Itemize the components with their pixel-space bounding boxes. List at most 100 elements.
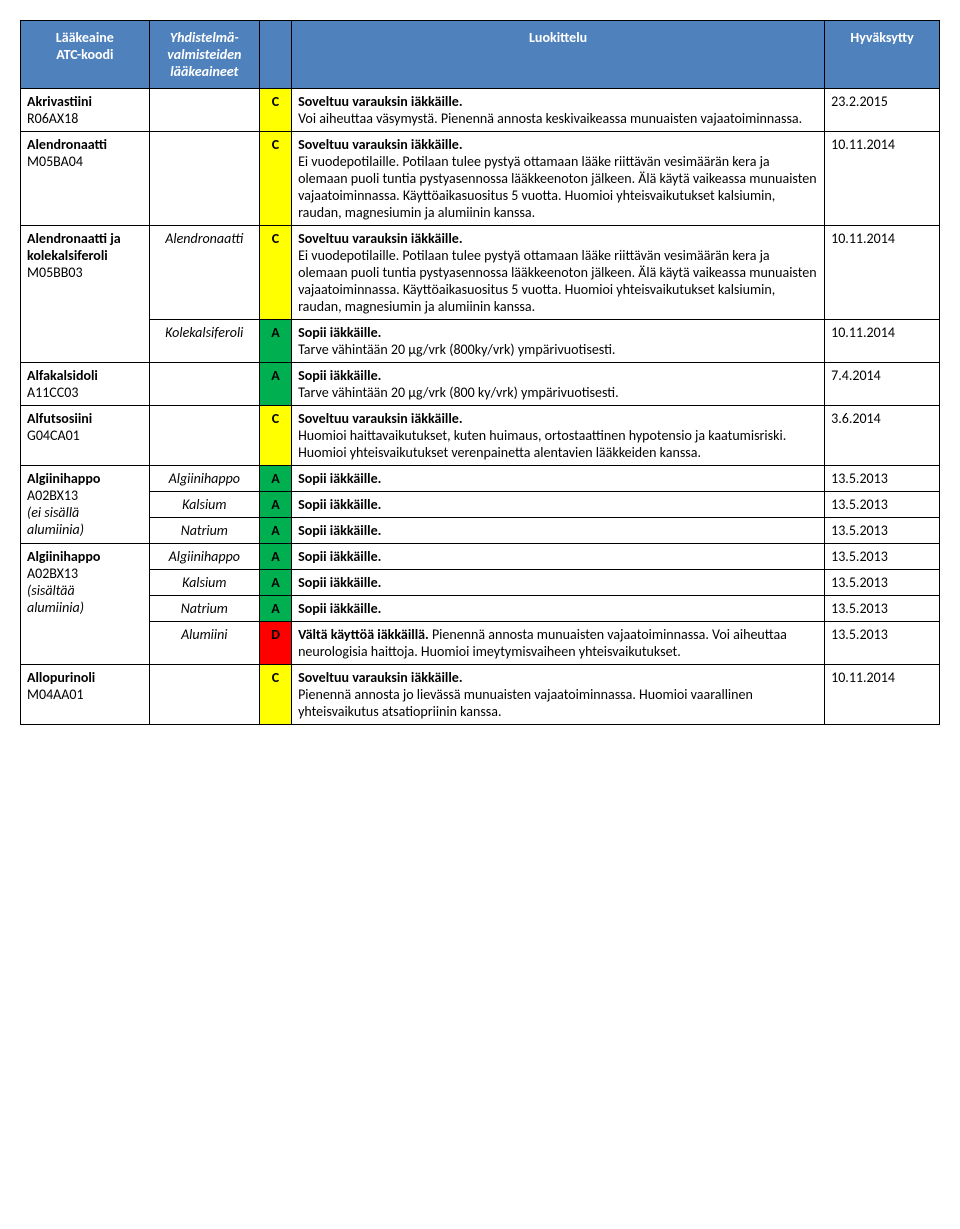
atc-code: A02BX13 [27, 487, 78, 504]
drug-name: Alfakalsidoli [27, 367, 98, 384]
classification-cell: Sopii iäkkäille. [292, 492, 825, 518]
drug-extra-l1: (sisältää [27, 582, 75, 599]
table-row: Allopurinoli M04AA01 C Soveltuu varauksi… [21, 665, 940, 725]
header-drug-l2: ATC-koodi [56, 46, 113, 63]
header-classification: Luokittelu [292, 21, 825, 89]
classification-title: Soveltuu varauksin iäkkäille. [298, 93, 463, 110]
table-row: Algiinihappo A02BX13 (sisältää alumiinia… [21, 544, 940, 570]
table-row: Natrium A Sopii iäkkäille. 13.5.2013 [21, 518, 940, 544]
date-cell: 10.11.2014 [825, 132, 940, 226]
drug-cell: Alendronaatti ja kolekalsiferoli M05BB03 [21, 226, 150, 363]
date-cell: 13.5.2013 [825, 492, 940, 518]
atc-code: M05BA04 [27, 153, 83, 170]
drug-cell: Alfakalsidoli A11CC03 [21, 363, 150, 406]
class-marker: A [259, 320, 291, 363]
combo-cell: Alumiini [149, 622, 259, 665]
table-row: Kolekalsiferoli A Sopii iäkkäille. Tarve… [21, 320, 940, 363]
classification-body: Tarve vähintään 20 µg/vrk (800 ky/vrk) y… [298, 384, 619, 401]
table-header-row: Lääkeaine ATC-koodi Yhdistelmä- valmiste… [21, 21, 940, 89]
date-cell: 13.5.2013 [825, 622, 940, 665]
table-row: Algiinihappo A02BX13 (ei sisällä alumiin… [21, 466, 940, 492]
date-cell: 13.5.2013 [825, 596, 940, 622]
class-marker: A [259, 544, 291, 570]
classification-title: Sopii iäkkäille. [298, 548, 381, 565]
classification-title: Sopii iäkkäille. [298, 367, 381, 384]
atc-code: M04AA01 [27, 686, 84, 703]
class-marker: A [259, 596, 291, 622]
combo-cell: Natrium [149, 518, 259, 544]
table-row: Alendronaatti ja kolekalsiferoli M05BB03… [21, 226, 940, 320]
classification-cell: Sopii iäkkäille. [292, 570, 825, 596]
class-marker: A [259, 466, 291, 492]
classification-cell: Sopii iäkkäille. [292, 596, 825, 622]
classification-title: Sopii iäkkäille. [298, 496, 381, 513]
combo-cell [149, 406, 259, 466]
header-class [259, 21, 291, 89]
class-marker: A [259, 363, 291, 406]
header-drug-l1: Lääkeaine [56, 29, 114, 46]
drug-cell: Alfutsosiini G04CA01 [21, 406, 150, 466]
drug-cell: Alendronaatti M05BA04 [21, 132, 150, 226]
table-row: Natrium A Sopii iäkkäille. 13.5.2013 [21, 596, 940, 622]
classification-title: Sopii iäkkäille. [298, 574, 381, 591]
atc-code: A02BX13 [27, 565, 78, 582]
classification-title: Vältä käyttöä iäkkäillä. [298, 626, 429, 643]
classification-title: Soveltuu varauksin iäkkäille. [298, 410, 463, 427]
classification-cell: Soveltuu varauksin iäkkäille. Ei vuodepo… [292, 226, 825, 320]
date-cell: 13.5.2013 [825, 544, 940, 570]
combo-cell: Kolekalsiferoli [149, 320, 259, 363]
combo-cell [149, 132, 259, 226]
date-cell: 23.2.2015 [825, 89, 940, 132]
drug-name: Allopurinoli [27, 669, 95, 686]
class-marker: C [259, 132, 291, 226]
atc-code: R06AX18 [27, 110, 78, 127]
drug-extra-l2: alumiinia) [27, 599, 84, 616]
classification-body: Tarve vähintään 20 µg/vrk (800ky/vrk) ym… [298, 341, 615, 358]
atc-code: A11CC03 [27, 384, 78, 401]
classification-cell: Sopii iäkkäille. [292, 518, 825, 544]
date-cell: 10.11.2014 [825, 665, 940, 725]
class-marker: C [259, 406, 291, 466]
classification-title: Soveltuu varauksin iäkkäille. [298, 136, 463, 153]
classification-cell: Soveltuu varauksin iäkkäille. Voi aiheut… [292, 89, 825, 132]
classification-cell: Sopii iäkkäille. Tarve vähintään 20 µg/v… [292, 320, 825, 363]
drug-extra-l1: (ei sisällä [27, 504, 79, 521]
combo-cell [149, 363, 259, 406]
classification-body: Ei vuodepotilaille. Potilaan tulee pysty… [298, 247, 817, 315]
classification-cell: Sopii iäkkäille. [292, 544, 825, 570]
drug-name: Algiinihappo [27, 548, 100, 565]
combo-cell: Algiinihappo [149, 544, 259, 570]
header-combo-l1: Yhdistelmä- [170, 29, 239, 46]
drug-cell: Algiinihappo A02BX13 (sisältää alumiinia… [21, 544, 150, 665]
drug-name: Akrivastiini [27, 93, 92, 110]
classification-cell: Sopii iäkkäille. [292, 466, 825, 492]
table-row: Alumiini D Vältä käyttöä iäkkäillä. Pien… [21, 622, 940, 665]
date-cell: 3.6.2014 [825, 406, 940, 466]
drug-name: Alfutsosiini [27, 410, 92, 427]
classification-title: Soveltuu varauksin iäkkäille. [298, 669, 463, 686]
drug-extra-l2: alumiinia) [27, 521, 84, 538]
table-row: Alfakalsidoli A11CC03 A Sopii iäkkäille.… [21, 363, 940, 406]
combo-cell [149, 89, 259, 132]
atc-code: M05BB03 [27, 264, 83, 281]
classification-title: Sopii iäkkäille. [298, 470, 381, 487]
classification-cell: Vältä käyttöä iäkkäillä. Pienennä annost… [292, 622, 825, 665]
header-combo-l3: lääkeaineet [170, 63, 238, 80]
date-cell: 13.5.2013 [825, 518, 940, 544]
date-cell: 10.11.2014 [825, 320, 940, 363]
table-row: Akrivastiini R06AX18 C Soveltuu varauksi… [21, 89, 940, 132]
atc-code: G04CA01 [27, 427, 80, 444]
date-cell: 7.4.2014 [825, 363, 940, 406]
combo-cell: Alendronaatti [149, 226, 259, 320]
combo-cell: Natrium [149, 596, 259, 622]
combo-cell: Kalsium [149, 492, 259, 518]
classification-cell: Sopii iäkkäille. Tarve vähintään 20 µg/v… [292, 363, 825, 406]
combo-cell: Algiinihappo [149, 466, 259, 492]
class-marker: C [259, 226, 291, 320]
classification-cell: Soveltuu varauksin iäkkäille. Ei vuodepo… [292, 132, 825, 226]
header-drug: Lääkeaine ATC-koodi [21, 21, 150, 89]
drug-cell: Allopurinoli M04AA01 [21, 665, 150, 725]
drug-name: Algiinihappo [27, 470, 100, 487]
class-marker: A [259, 570, 291, 596]
classification-cell: Soveltuu varauksin iäkkäille. Huomioi ha… [292, 406, 825, 466]
